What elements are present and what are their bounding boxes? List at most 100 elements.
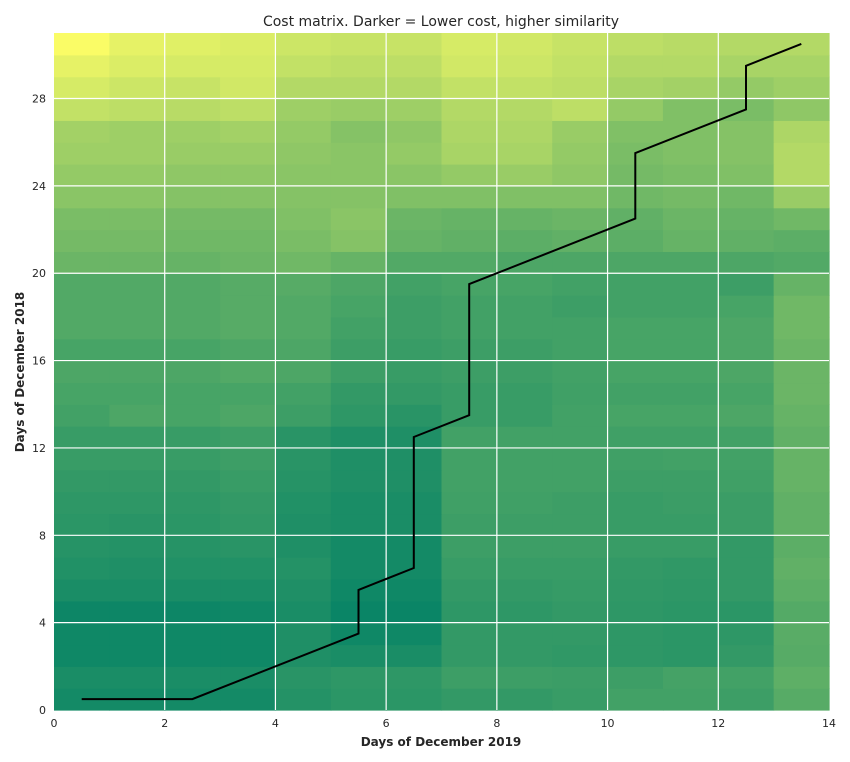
heatmap-cell	[441, 76, 498, 100]
heatmap-cell	[607, 491, 664, 515]
heatmap-cell	[109, 295, 166, 318]
heatmap-cell	[718, 578, 775, 602]
heatmap-cell	[275, 666, 332, 689]
heatmap-cell	[164, 426, 221, 449]
heatmap-cell	[386, 295, 443, 318]
heatmap-cell	[386, 76, 443, 100]
heatmap-cell	[496, 644, 553, 667]
heatmap-cell	[441, 535, 498, 558]
heatmap-cell	[718, 273, 775, 296]
heatmap-cell	[607, 426, 664, 449]
heatmap-cell	[718, 622, 775, 646]
x-tick-label: 14	[822, 717, 836, 730]
heatmap-cell	[54, 666, 110, 689]
heatmap-cell	[54, 578, 110, 602]
heatmap-cell	[386, 229, 443, 252]
x-tick-label: 12	[711, 717, 725, 730]
heatmap-cell	[109, 557, 166, 580]
heatmap-cell	[496, 447, 553, 471]
heatmap-cell	[109, 251, 166, 274]
heatmap-cell	[662, 622, 719, 646]
y-tick-label: 24	[32, 180, 46, 193]
heatmap-cell	[607, 513, 664, 536]
heatmap-cell	[164, 360, 221, 384]
heatmap-cell	[662, 600, 719, 624]
heatmap-cell	[773, 535, 830, 558]
heatmap-cell	[773, 360, 830, 384]
heatmap-cell	[164, 535, 221, 558]
heatmap-cell	[109, 469, 166, 493]
heatmap-cell	[718, 207, 775, 231]
heatmap-cell	[662, 54, 719, 78]
heatmap-cell	[662, 447, 719, 471]
heatmap-cell	[773, 382, 830, 405]
heatmap-cell	[330, 513, 387, 536]
heatmap-cell	[330, 185, 387, 209]
heatmap-cell	[330, 382, 387, 405]
heatmap-cell	[496, 600, 553, 624]
heatmap-cell	[552, 557, 609, 580]
heatmap-cell	[54, 338, 110, 362]
heatmap-cell	[220, 207, 277, 231]
heatmap-cell	[330, 251, 387, 274]
heatmap-cell	[164, 295, 221, 318]
heatmap-cell	[275, 295, 332, 318]
heatmap-cell	[54, 600, 110, 624]
heatmap-cell	[607, 251, 664, 274]
heatmap-cell	[552, 469, 609, 493]
heatmap-cell	[164, 469, 221, 493]
heatmap-cell	[496, 120, 553, 143]
heatmap-cell	[275, 557, 332, 580]
heatmap-cell	[662, 76, 719, 100]
heatmap-cell	[662, 491, 719, 515]
x-tick-label: 2	[161, 717, 168, 730]
heatmap-cell	[220, 185, 277, 209]
heatmap-cell	[164, 513, 221, 536]
heatmap-cell	[662, 164, 719, 187]
heatmap-cell	[54, 98, 110, 121]
heatmap-cell	[496, 207, 553, 231]
heatmap-cell	[54, 644, 110, 667]
heatmap-cell	[386, 164, 443, 187]
heatmap-cell	[607, 666, 664, 689]
heatmap-cell	[607, 33, 664, 56]
heatmap-cell	[773, 229, 830, 252]
y-axis-ticks: 0 4 8 12 16 20 24 28	[32, 93, 46, 717]
heatmap-cells	[54, 33, 830, 711]
heatmap-cell	[330, 491, 387, 515]
heatmap-cell	[109, 447, 166, 471]
heatmap-cell	[164, 622, 221, 646]
heatmap-cell	[662, 33, 719, 56]
heatmap-cell	[773, 273, 830, 296]
heatmap-cell	[275, 207, 332, 231]
heatmap-cell	[220, 447, 277, 471]
heatmap-cell	[220, 426, 277, 449]
heatmap-cell	[275, 76, 332, 100]
heatmap-cell	[552, 360, 609, 384]
heatmap-cell	[54, 316, 110, 340]
heatmap-cell	[386, 382, 443, 405]
heatmap-cell	[109, 207, 166, 231]
heatmap-cell	[662, 513, 719, 536]
heatmap-cell	[220, 491, 277, 515]
heatmap-cell	[662, 360, 719, 384]
heatmap-cell	[109, 491, 166, 515]
heatmap-cell	[552, 447, 609, 471]
heatmap-cell	[496, 338, 553, 362]
heatmap-cell	[275, 447, 332, 471]
heatmap-cell	[496, 273, 553, 296]
heatmap-cell	[607, 447, 664, 471]
heatmap-cell	[441, 229, 498, 252]
heatmap-cell	[109, 338, 166, 362]
heatmap-cell	[773, 164, 830, 187]
heatmap-cell	[662, 578, 719, 602]
heatmap-cell	[718, 360, 775, 384]
heatmap-cell	[718, 688, 775, 711]
heatmap-cell	[109, 426, 166, 449]
heatmap-cell	[275, 600, 332, 624]
heatmap-cell	[773, 295, 830, 318]
x-axis-ticks: 0 2 4 6 8 10 12 14	[51, 717, 837, 730]
heatmap-cell	[552, 185, 609, 209]
heatmap-cell	[164, 447, 221, 471]
